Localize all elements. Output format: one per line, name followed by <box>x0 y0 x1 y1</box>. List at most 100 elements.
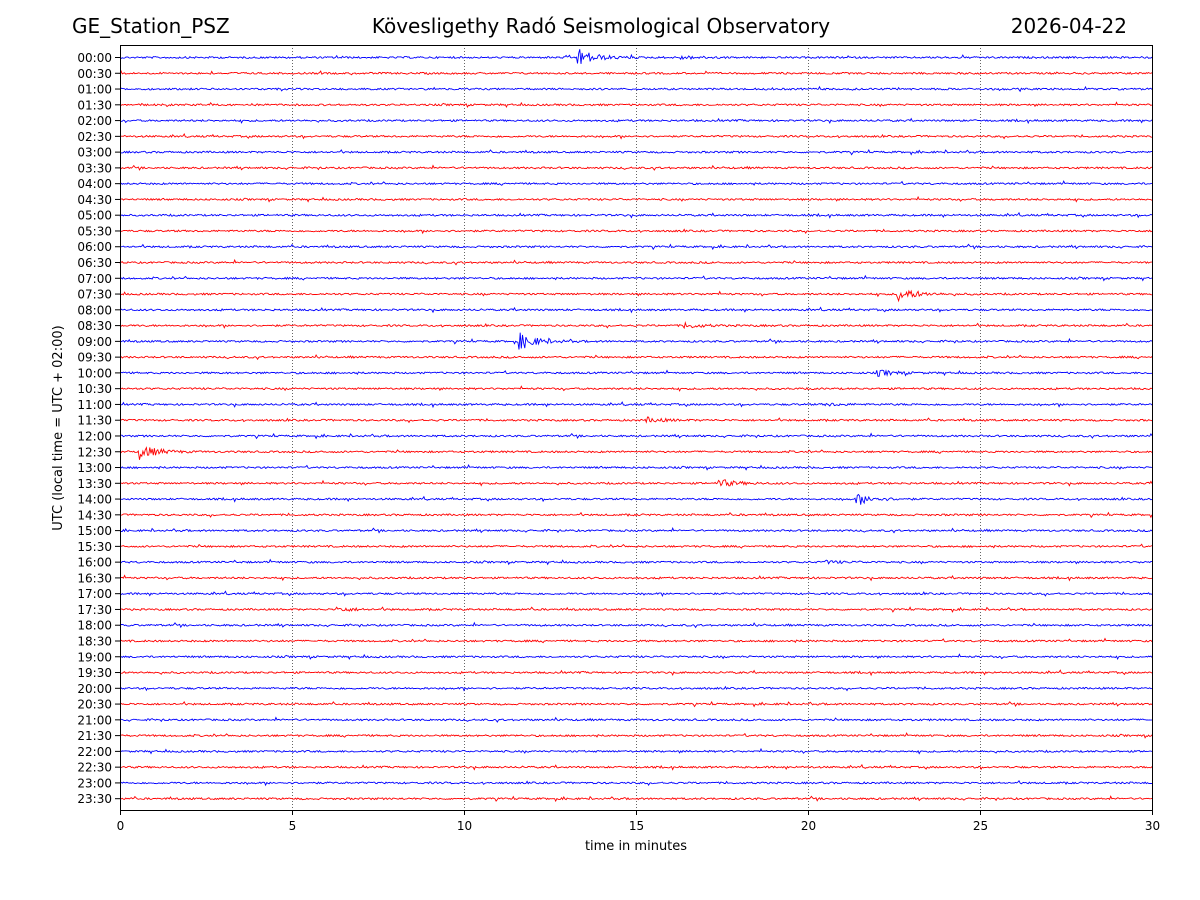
y-tick-label-2300: 23:00 <box>77 776 112 790</box>
trace-2000 <box>119 685 1153 692</box>
x-axis-ticks: 0 5 10 15 20 25 30 <box>117 810 1160 833</box>
y-tick-label-2100: 21:00 <box>77 713 112 727</box>
y-tick-label-1830: 18:30 <box>77 634 112 648</box>
trace-1600 <box>119 558 1153 566</box>
trace-1700 <box>119 590 1153 598</box>
y-tick-label-0700: 07:00 <box>77 272 112 286</box>
trace-0430 <box>119 195 1153 203</box>
y-tick-label-1030: 10:30 <box>77 382 112 396</box>
trace-1030 <box>119 385 1153 392</box>
chart-date: 2026-04-22 <box>1010 14 1127 38</box>
trace-2130 <box>119 732 1153 739</box>
trace-0130 <box>119 101 1153 109</box>
trace-0800 <box>119 306 1153 314</box>
y-tick-label-1900: 19:00 <box>77 650 112 664</box>
y-tick-label-1700: 17:00 <box>77 587 112 601</box>
trace-1730 <box>119 606 1153 613</box>
trace-0930 <box>119 354 1153 361</box>
y-tick-label-1400: 14:00 <box>77 493 112 507</box>
x-tick-label-25: 25 <box>973 819 988 833</box>
y-tick-label-0800: 08:00 <box>77 303 112 317</box>
trace-0300 <box>119 148 1153 156</box>
y-tick-label-0730: 07:30 <box>77 288 112 302</box>
trace-0030 <box>119 70 1153 76</box>
y-axis-label: UTC (local time = UTC + 02:00) <box>51 325 66 530</box>
y-tick-label-2230: 22:30 <box>77 761 112 775</box>
trace-1400 <box>119 493 1153 505</box>
trace-0100 <box>119 85 1153 93</box>
trace-1930 <box>119 669 1153 677</box>
y-tick-label-2030: 20:30 <box>77 698 112 712</box>
trace-1530 <box>119 543 1153 549</box>
trace-1430 <box>119 511 1153 519</box>
y-tick-label-1600: 16:00 <box>77 556 112 570</box>
trace-0500 <box>119 211 1153 219</box>
y-tick-label-1100: 11:00 <box>77 398 112 412</box>
y-tick-label-0200: 02:00 <box>77 114 112 128</box>
y-tick-label-1000: 10:00 <box>77 366 112 380</box>
y-tick-label-0300: 03:00 <box>77 146 112 160</box>
x-tick-label-15: 15 <box>629 819 644 833</box>
trace-1830 <box>119 637 1153 644</box>
trace-1900 <box>119 653 1153 660</box>
trace-0630 <box>119 258 1152 266</box>
trace-0830 <box>119 320 1153 330</box>
trace-1800 <box>119 621 1153 629</box>
y-tick-label-1530: 15:30 <box>77 540 112 554</box>
y-tick-label-0000: 00:00 <box>77 51 112 65</box>
y-tick-label-1800: 18:00 <box>77 619 112 633</box>
y-tick-label-0030: 00:30 <box>77 67 112 81</box>
trace-0330 <box>119 164 1153 171</box>
trace-2200 <box>119 747 1153 755</box>
y-tick-label-1230: 12:30 <box>77 445 112 459</box>
trace-1000 <box>119 369 1152 377</box>
trace-0230 <box>119 133 1153 140</box>
trace-1330 <box>119 479 1153 487</box>
y-tick-label-0100: 01:00 <box>77 83 112 97</box>
seismic-traces <box>119 49 1153 803</box>
trace-1130 <box>119 416 1153 424</box>
chart-title: Kövesligethy Radó Seismological Observat… <box>371 14 831 38</box>
trace-1230 <box>119 446 1153 460</box>
trace-0730 <box>119 289 1153 303</box>
y-tick-label-1200: 12:00 <box>77 429 112 443</box>
y-tick-label-0400: 04:00 <box>77 177 112 191</box>
y-tick-label-0330: 03:30 <box>77 161 112 175</box>
trace-1630 <box>119 574 1153 582</box>
x-axis-label: time in minutes <box>585 839 687 854</box>
y-tick-label-2200: 22:00 <box>77 745 112 759</box>
trace-1200 <box>120 432 1153 440</box>
y-tick-label-2330: 23:30 <box>77 792 112 806</box>
y-tick-label-1930: 19:30 <box>77 666 112 680</box>
y-tick-label-0230: 02:30 <box>77 130 112 144</box>
trace-0600 <box>119 243 1153 251</box>
y-tick-label-0930: 09:30 <box>77 351 112 365</box>
y-tick-label-1630: 16:30 <box>77 571 112 585</box>
y-tick-label-1130: 11:30 <box>77 414 112 428</box>
x-tick-label-5: 5 <box>289 819 297 833</box>
y-tick-label-1330: 13:30 <box>77 477 112 491</box>
y-tick-label-0830: 08:30 <box>77 319 112 333</box>
trace-2330 <box>119 795 1153 803</box>
grid-lines <box>292 45 981 810</box>
y-tick-label-1730: 17:30 <box>77 603 112 617</box>
y-tick-label-2130: 21:30 <box>77 729 112 743</box>
y-tick-label-0500: 05:00 <box>77 209 112 223</box>
station-name: GE_Station_PSZ <box>72 14 230 38</box>
trace-2300 <box>119 779 1153 787</box>
trace-0900 <box>119 332 1153 350</box>
trace-0700 <box>119 274 1153 282</box>
y-tick-label-0530: 05:30 <box>77 224 112 238</box>
x-tick-label-30: 30 <box>1145 819 1160 833</box>
trace-0000 <box>119 49 1153 64</box>
y-tick-label-1300: 13:00 <box>77 461 112 475</box>
trace-0530 <box>119 228 1153 235</box>
y-tick-label-0900: 09:00 <box>77 335 112 349</box>
y-tick-label-0430: 04:30 <box>77 193 112 207</box>
trace-1300 <box>119 464 1153 471</box>
trace-2230 <box>119 763 1153 771</box>
x-tick-label-20: 20 <box>801 819 816 833</box>
trace-0400 <box>119 180 1153 186</box>
